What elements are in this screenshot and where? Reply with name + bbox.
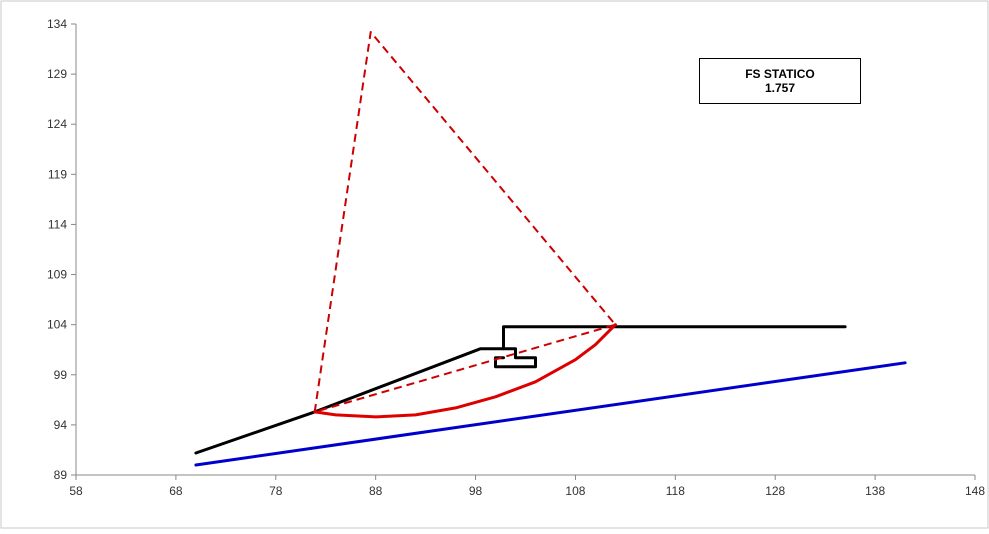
slip-surface-arc xyxy=(313,323,617,419)
y-tick-label: 99 xyxy=(54,368,68,382)
x-tick-label: 98 xyxy=(469,484,483,498)
safety-factor-label: FS STATICO xyxy=(745,67,815,81)
series-group xyxy=(194,31,907,467)
slip-circle-radii xyxy=(313,31,617,413)
y-tick-label: 119 xyxy=(48,167,67,181)
y-tick-label: 129 xyxy=(47,67,67,81)
x-tick-label: 118 xyxy=(666,484,685,498)
y-tick-label: 134 xyxy=(47,17,67,31)
x-tick-label: 58 xyxy=(69,484,83,498)
x-tick-label: 78 xyxy=(269,484,283,498)
y-tick-label: 89 xyxy=(54,468,68,482)
x-tick-label: 148 xyxy=(965,484,985,498)
safety-factor-box: FS STATICO 1.757 xyxy=(699,58,861,104)
x-tick-label: 108 xyxy=(565,484,585,498)
x-tick-label: 128 xyxy=(765,484,785,498)
y-tick-label: 109 xyxy=(47,268,67,282)
y-tick-label: 94 xyxy=(54,418,68,432)
y-tick-label: 114 xyxy=(48,217,67,231)
safety-factor-value: 1.757 xyxy=(764,81,796,95)
y-tick-label: 124 xyxy=(47,117,67,131)
ground-profile-line xyxy=(194,325,847,455)
axes: 89 94 99 104 109 114 119 124 129 134 58 68 78 88 98 108… xyxy=(47,17,985,498)
y-tick-label: 104 xyxy=(47,318,67,332)
bedrock-line xyxy=(194,361,907,467)
x-tick-label: 138 xyxy=(865,484,885,498)
x-tick-label: 68 xyxy=(169,484,183,498)
x-tick-label: 88 xyxy=(369,484,383,498)
